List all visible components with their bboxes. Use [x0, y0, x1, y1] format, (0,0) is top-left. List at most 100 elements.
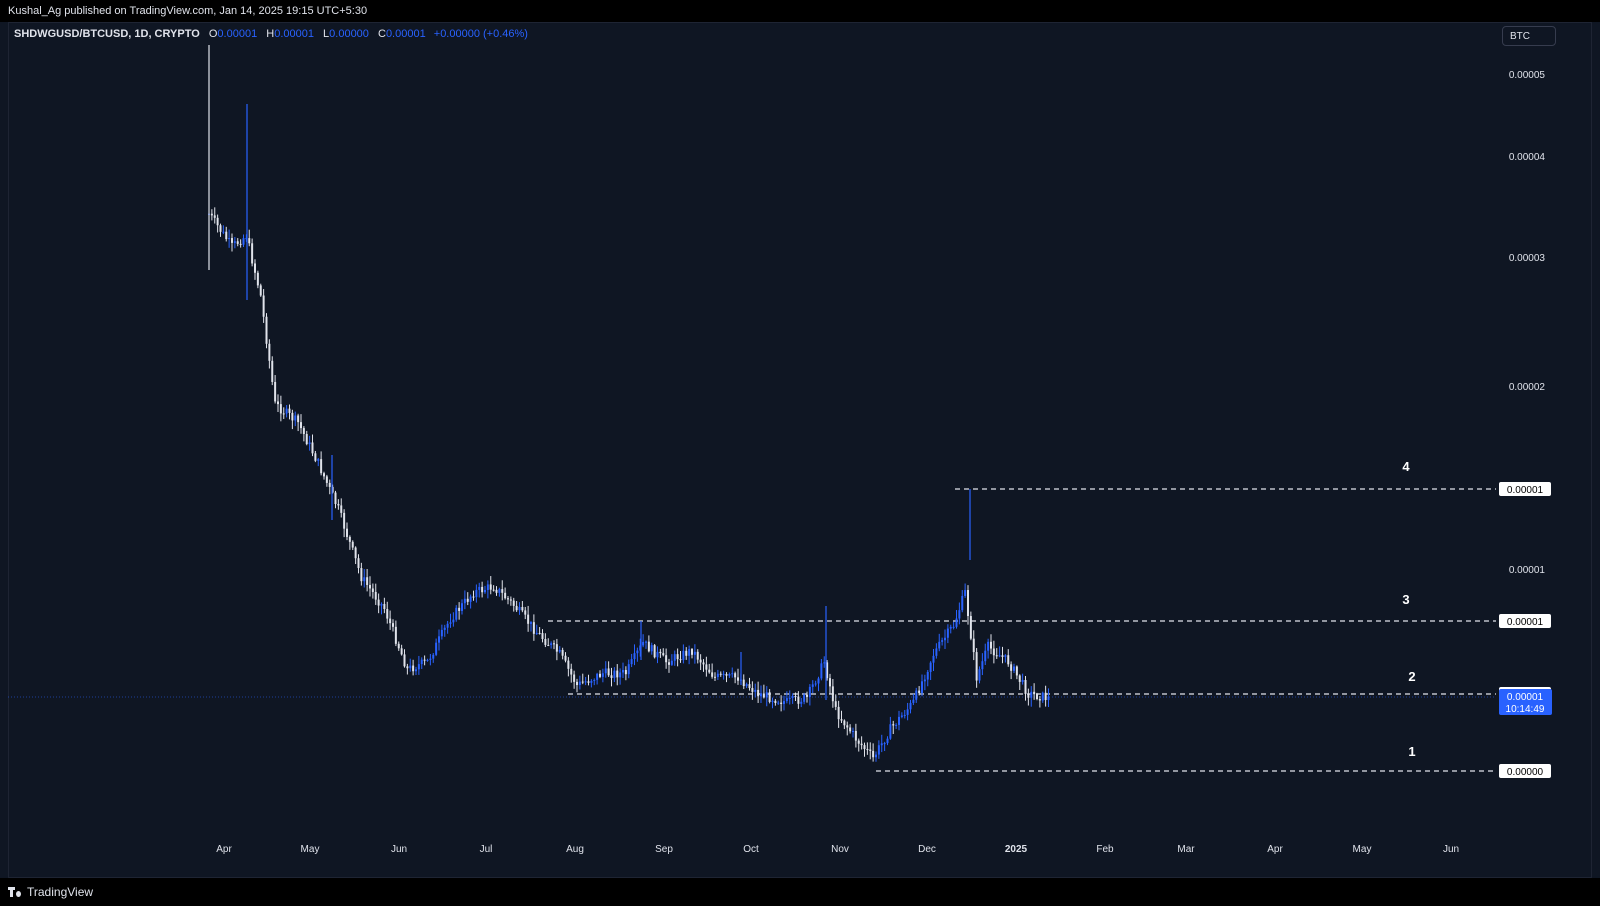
candle-body — [535, 632, 538, 634]
candle-body — [780, 702, 783, 704]
candle-body — [685, 650, 688, 656]
candle-body — [374, 591, 377, 600]
candle-body — [711, 672, 714, 677]
candle-body — [800, 701, 803, 704]
candle-body — [688, 649, 691, 656]
high-value: 0.00001 — [274, 28, 314, 40]
candle-body — [432, 654, 435, 659]
open-value: 0.00001 — [217, 28, 258, 40]
candle-body — [860, 743, 863, 746]
candle-body — [578, 681, 581, 686]
candle-body — [466, 598, 469, 602]
candle-body — [866, 749, 869, 751]
candle-body — [1004, 655, 1007, 657]
level-name: 4 — [1402, 459, 1410, 474]
candle-body — [696, 651, 699, 660]
candle-body — [852, 730, 854, 732]
candle-body — [607, 668, 610, 676]
candle-body — [731, 673, 734, 675]
candle-body — [360, 568, 363, 582]
candle-body — [762, 693, 765, 698]
candle-body — [472, 596, 475, 598]
candle-body — [518, 606, 521, 611]
footer-bar: TradingView — [0, 878, 1600, 906]
candle-body — [225, 231, 228, 240]
candle-body — [725, 673, 728, 676]
candle-body — [532, 622, 535, 634]
candle-body — [783, 701, 785, 704]
candle-body — [662, 653, 665, 656]
x-axis-label: Nov — [831, 844, 849, 855]
candle-body — [452, 619, 455, 623]
candle-body — [392, 623, 394, 627]
candle-body — [469, 596, 472, 602]
candle-body — [420, 659, 423, 665]
candle-body — [265, 316, 268, 344]
candle-body — [423, 659, 426, 661]
candle-body — [443, 627, 446, 630]
candle-body — [814, 683, 817, 685]
candle-body — [1038, 699, 1041, 701]
candle-body — [754, 689, 757, 692]
candle-body — [676, 654, 679, 660]
candle-body — [279, 404, 282, 414]
candle-body — [282, 413, 285, 415]
candle-body — [777, 702, 780, 704]
candle-body — [346, 528, 348, 537]
candle-body — [774, 700, 777, 703]
y-axis-label: 0.00005 — [1509, 70, 1546, 81]
candle-body — [507, 598, 509, 600]
candle-body — [248, 238, 251, 244]
candle-body — [331, 486, 334, 493]
candle-body — [981, 661, 984, 670]
candle-body — [926, 671, 929, 680]
candle-body — [656, 651, 659, 658]
candle-body — [869, 749, 872, 751]
candle-body — [417, 664, 420, 670]
y-axis-label: 0.00003 — [1509, 253, 1546, 264]
candle-body — [995, 655, 998, 657]
candle-body — [627, 664, 630, 675]
candle-body — [354, 547, 357, 559]
candle-body — [300, 422, 302, 429]
candle-body — [935, 648, 938, 656]
candle-body — [219, 225, 222, 232]
candle-body — [561, 649, 564, 656]
x-axis-label: May — [1353, 844, 1372, 855]
x-axis-label: Oct — [743, 844, 759, 855]
candle-body — [903, 714, 906, 716]
candle-body — [682, 650, 685, 661]
candle-body — [570, 668, 573, 675]
candle-body — [288, 408, 291, 413]
candle-body — [751, 688, 754, 692]
candle-body — [587, 681, 590, 683]
level-name: 1 — [1408, 744, 1415, 759]
candle-body — [351, 541, 354, 548]
candle-body — [504, 592, 507, 599]
candle-body — [840, 719, 843, 721]
candle-body — [1013, 666, 1015, 671]
candle-body — [357, 558, 360, 569]
candle-body — [512, 600, 515, 606]
tradingview-logo-icon — [8, 887, 22, 897]
level-name: 3 — [1402, 592, 1409, 607]
candle-body — [320, 459, 323, 474]
candle-body — [771, 700, 774, 702]
candle-body — [397, 643, 400, 649]
candle-body — [481, 586, 484, 593]
candle-body — [892, 724, 895, 726]
candle-body — [1041, 692, 1044, 701]
candle-body — [734, 673, 737, 678]
currency-button[interactable]: BTC — [1502, 26, 1556, 46]
candle-body — [558, 649, 561, 652]
candle-body — [1027, 693, 1030, 698]
candle-body — [622, 669, 624, 673]
candle-body — [567, 660, 570, 669]
candle-body — [984, 650, 987, 662]
tradingview-brand[interactable]: TradingView — [8, 885, 93, 899]
candle-body — [544, 639, 547, 645]
candle-body — [613, 670, 616, 678]
candle-body — [530, 622, 532, 624]
candle-body — [455, 607, 458, 620]
